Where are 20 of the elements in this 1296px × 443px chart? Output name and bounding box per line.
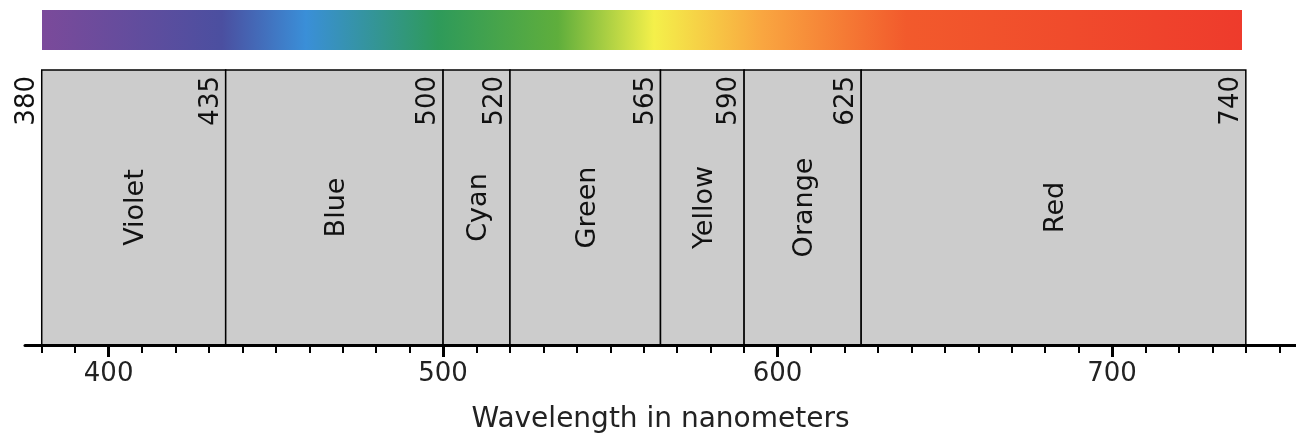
annotation: 565: [628, 76, 659, 126]
x-tick-label: 600: [752, 357, 803, 387]
annotation: 500: [411, 76, 442, 126]
annotation: 380: [9, 76, 40, 126]
annotation: 625: [829, 76, 860, 126]
series-label: Cyan: [461, 173, 493, 242]
series-label: Violet: [118, 169, 150, 246]
annotation: 590: [712, 76, 743, 126]
series-label: Red: [1038, 181, 1070, 234]
annotation: 520: [477, 76, 508, 126]
x-axis-title: Wavelength in nanometers: [471, 400, 850, 434]
annotation: 740: [1213, 76, 1244, 126]
x-tick-label: 400: [83, 357, 134, 387]
series-label: Yellow: [686, 165, 718, 251]
series-label: Green: [569, 166, 601, 249]
series-label: Blue: [318, 177, 350, 238]
series-label: Orange: [787, 157, 819, 258]
annotation: 435: [193, 76, 224, 126]
x-tick-label: 500: [418, 357, 468, 387]
x-tick-label: 700: [1087, 357, 1137, 387]
